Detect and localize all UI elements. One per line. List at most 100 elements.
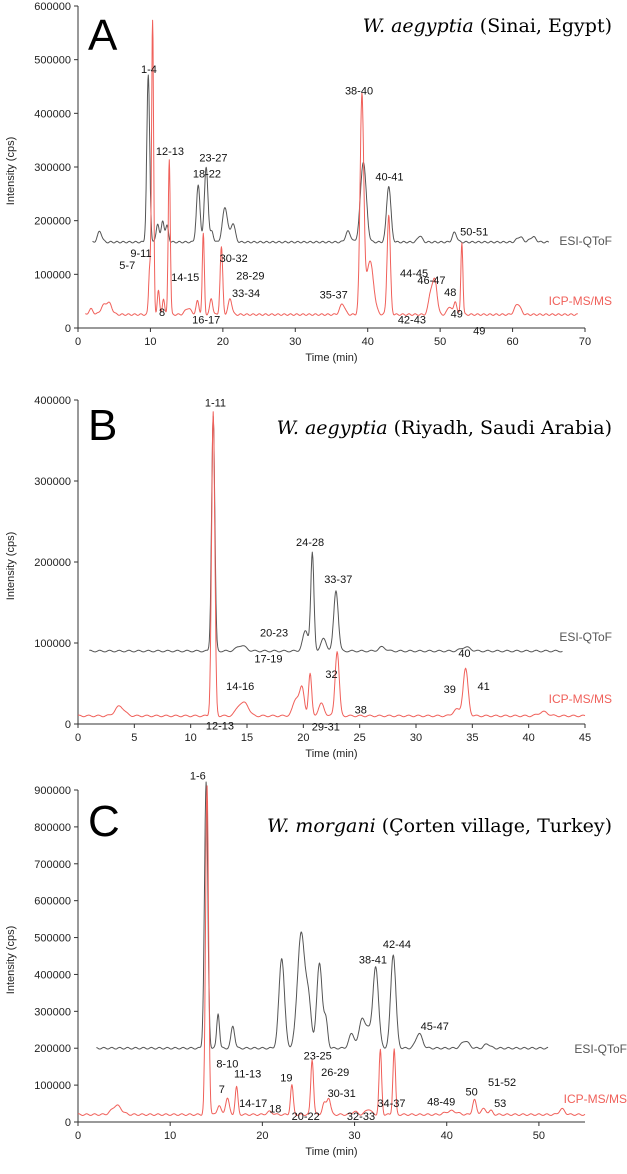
series-line-icp-ms-ms: [85, 19, 578, 316]
peak-label: 50: [465, 1086, 477, 1098]
x-tick-label: 20: [256, 1130, 268, 1142]
peak-label: 11-13: [234, 1069, 261, 1081]
panel-title: W. aegyptia (Sinai, Egypt): [363, 15, 612, 37]
peak-label: 38-40: [345, 86, 373, 98]
panel-title-species: W. morgani: [267, 815, 376, 837]
y-tick-label: 100000: [34, 1080, 71, 1092]
peak-label: 9-11: [130, 248, 151, 260]
peak-label: 32: [325, 669, 337, 681]
y-tick-label: 300000: [34, 162, 71, 174]
x-tick-label: 40: [523, 732, 535, 744]
peak-label: 39: [444, 684, 456, 696]
y-tick-label: 600000: [34, 896, 71, 908]
series-label-icp-ms-ms: ICP-MS/MS: [564, 1092, 627, 1106]
peak-label: 12-13: [206, 721, 234, 733]
peak-label: 48-49: [427, 1096, 455, 1108]
y-tick-label: 400000: [34, 969, 71, 981]
y-tick-label: 0: [65, 719, 71, 731]
series-label-esi-qtof: ESI-QToF: [559, 630, 612, 644]
series-label-icp-ms-ms: ICP-MS/MS: [549, 294, 612, 308]
series-line-icp-ms-ms: [77, 785, 586, 1116]
x-tick-label: 20: [297, 732, 309, 744]
peak-label: 20-22: [292, 1111, 320, 1123]
peak-label: 41: [477, 681, 489, 693]
peak-label: 18-22: [193, 169, 221, 181]
peak-label: 7: [219, 1084, 225, 1096]
panel-title: W. morgani (Çorten village, Turkey): [267, 815, 612, 837]
panel-letter: A: [88, 11, 118, 60]
panel-letter: B: [88, 401, 117, 450]
series-label-icp-ms-ms: ICP-MS/MS: [549, 692, 612, 706]
y-axis-label: Intensity (cps): [5, 532, 17, 600]
x-tick-label: 0: [75, 336, 81, 348]
peak-label: 1-6: [190, 771, 206, 783]
peak-label: 28-29: [236, 271, 264, 283]
peak-label: 45-47: [421, 1021, 449, 1033]
peak-label: 5-7: [119, 260, 135, 272]
chart-panel-C: 0 10 20 30 40 50 0 100000 200000 300000 400000 5000…: [5, 771, 627, 1158]
x-tick-label: 0: [75, 732, 81, 744]
x-axis-label: Time (min): [305, 352, 357, 364]
x-tick-label: 50: [533, 1130, 545, 1142]
y-tick-label: 800000: [34, 822, 71, 834]
x-tick-label: 40: [441, 1130, 453, 1142]
peak-label: 18: [269, 1103, 281, 1115]
y-tick-label: 200000: [34, 557, 71, 569]
y-tick-label: 100000: [34, 269, 71, 281]
chart-panel-A: 0 10 20 30 40 50 60 70 0 100000 200000 300000 400000…: [5, 1, 612, 364]
series-line-esi-qtof: [92, 74, 550, 244]
x-tick-label: 40: [362, 336, 374, 348]
peak-label: 48: [444, 287, 456, 299]
y-tick-label: 600000: [34, 1, 71, 13]
panel-letter: C: [88, 797, 120, 846]
peak-label: 40-41: [375, 171, 403, 183]
peak-label: 34-37: [377, 1098, 405, 1110]
y-tick-label: 900000: [34, 785, 71, 797]
peak-label: 35-37: [320, 289, 348, 301]
peak-label: 49: [451, 308, 463, 320]
peak-label: 19: [280, 1072, 292, 1084]
x-tick-label: 10: [164, 1130, 176, 1142]
y-tick-label: 700000: [34, 859, 71, 871]
peak-label: 20-23: [260, 628, 288, 640]
peak-label: 16-17: [192, 315, 220, 327]
y-tick-label: 100000: [34, 638, 71, 650]
y-tick-label: 0: [65, 1117, 71, 1129]
x-axis-label: Time (min): [305, 748, 357, 760]
peak-label: 26-29: [321, 1067, 349, 1079]
y-tick-label: 500000: [34, 933, 71, 945]
y-tick-label: 500000: [34, 55, 71, 67]
peak-label: 50-51: [460, 227, 488, 239]
peak-label: 29-31: [312, 721, 340, 733]
panel-title-location: (Çorten village, Turkey): [376, 815, 612, 837]
y-tick-label: 200000: [34, 216, 71, 228]
y-axis-label: Intensity (cps): [5, 137, 17, 205]
peak-label: 46-47: [417, 275, 445, 287]
peak-label: 17-19: [254, 653, 282, 665]
peak-label: 53: [494, 1098, 506, 1110]
series-line-esi-qtof: [96, 781, 549, 1050]
peak-label: 33-34: [232, 288, 260, 300]
peak-label: 23-27: [199, 153, 227, 165]
peak-label: 44-45: [400, 268, 428, 280]
y-tick-label: 400000: [34, 395, 71, 407]
y-tick-label: 400000: [34, 108, 71, 120]
y-tick-label: 300000: [34, 476, 71, 488]
peak-label: 12-13: [156, 146, 184, 158]
x-tick-label: 70: [579, 336, 591, 348]
panel-title-species: W. aegyptia: [277, 417, 388, 439]
x-tick-label: 10: [185, 732, 197, 744]
peak-label: 23-25: [304, 1050, 332, 1062]
panel-title-location: (Riyadh, Saudi Arabia): [388, 417, 612, 439]
chart-panel-B: 0 5 10 15 20 25 30 35 40 45 0 100000 200000 300000 400…: [5, 395, 612, 760]
y-tick-label: 200000: [34, 1043, 71, 1055]
panel-title-location: (Sinai, Egypt): [474, 15, 612, 37]
y-tick-label: 0: [65, 323, 71, 335]
peak-label: 49: [473, 325, 485, 337]
x-tick-label: 45: [579, 732, 591, 744]
x-tick-label: 30: [289, 336, 301, 348]
y-tick-label: 300000: [34, 1006, 71, 1018]
y-axis-label: Intensity (cps): [5, 926, 17, 994]
peak-label: 38-41: [359, 954, 387, 966]
